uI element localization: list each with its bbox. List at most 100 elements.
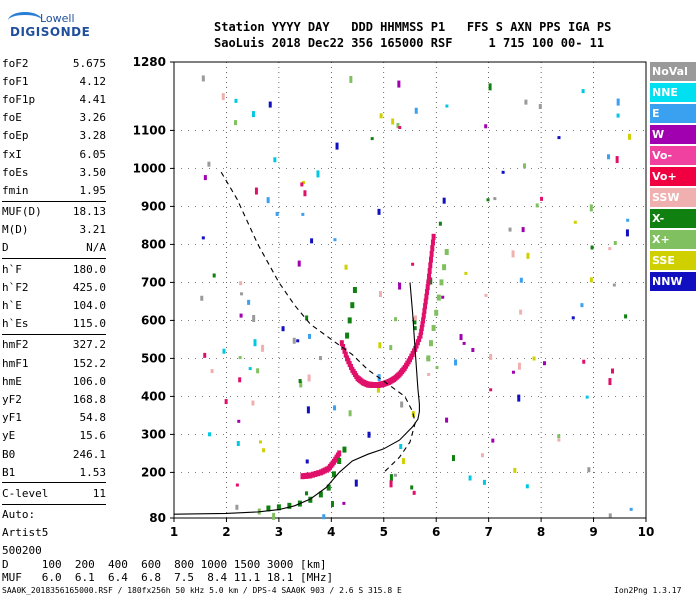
trace-point (422, 307, 427, 314)
trace-point (419, 328, 424, 335)
noise-echo (305, 315, 309, 321)
noise-echo (322, 514, 326, 520)
param-row: hmF1 152.2 (2, 354, 106, 372)
x-tick-label: 3 (275, 525, 283, 539)
param-label: yF2 (2, 392, 22, 406)
param-label: hmF1 (2, 356, 29, 370)
noise-echo (203, 175, 207, 181)
param-row: B0 246.1 (2, 445, 106, 463)
noise-echo (254, 187, 258, 195)
trace-point (415, 339, 420, 346)
noise-echo (247, 299, 251, 305)
param-row: foEp 3.28 (2, 127, 106, 145)
noise-echo (571, 316, 575, 320)
y-tick-label: 700 (141, 275, 166, 289)
noise-echo (376, 386, 380, 393)
noise-echo (335, 142, 339, 150)
param-row: M(D) 3.21 (2, 221, 106, 239)
noise-echo (342, 501, 346, 505)
noise-echo (240, 292, 244, 296)
legend-item: X+ (650, 230, 696, 249)
noise-echo (589, 204, 593, 212)
noise-echo (573, 220, 577, 224)
noise-echo (252, 315, 256, 323)
noise-echo (333, 405, 337, 411)
param-row: h`E 104.0 (2, 296, 106, 314)
noise-echo (517, 394, 521, 402)
noise-echo (333, 238, 337, 242)
noise-echo (493, 197, 497, 201)
noise-echo (511, 250, 515, 258)
noise-echo (306, 406, 310, 414)
param-row: hmF2 327.2 (2, 336, 106, 354)
noise-echo (394, 317, 398, 322)
noise-echo (454, 359, 458, 366)
trace-point (342, 446, 347, 453)
trace-point (276, 504, 281, 511)
y-tick-label: 1280 (133, 55, 166, 69)
param-value: 4.41 (79, 92, 107, 106)
x-tick-label: 4 (327, 525, 335, 539)
param-label: yE (2, 429, 16, 443)
noise-echo (391, 118, 395, 125)
noise-echo (262, 448, 266, 453)
param-label: h`Es (2, 317, 29, 331)
parameter-panel: foF2 5.675 foF1 4.12 foF1p 4.41 foE 3.26 foEp 3.2… (2, 54, 106, 560)
logo-line2: DIGISONDE (10, 25, 91, 39)
param-row: B1 1.53 (2, 463, 106, 481)
noise-echo (523, 163, 527, 169)
noise-echo (488, 83, 492, 91)
separator (2, 258, 106, 260)
trace-point (421, 317, 426, 324)
noise-echo (484, 293, 488, 297)
noise-echo (608, 513, 612, 518)
legend-item: SSW (650, 188, 696, 207)
trace-point (421, 312, 426, 319)
separator (2, 200, 106, 202)
x-tick-label: 8 (537, 525, 545, 539)
noise-echo (298, 379, 302, 384)
noise-echo (521, 227, 525, 233)
noise-echo (590, 245, 594, 250)
noise-echo (200, 295, 204, 301)
noise-echo (248, 367, 252, 371)
noise-echo (308, 333, 312, 339)
param-label: foF1p (2, 92, 36, 106)
noise-echo (261, 344, 265, 352)
noise-echo (451, 455, 455, 462)
trace-point (343, 351, 348, 358)
trace-point (436, 294, 441, 301)
noise-echo (256, 368, 260, 374)
param-value: 3.28 (79, 129, 107, 143)
param-label: hmF2 (2, 338, 29, 352)
noise-echo (557, 438, 561, 442)
param-label: h`F2 (2, 280, 29, 294)
noise-echo (208, 432, 212, 437)
param-value: 1.53 (79, 465, 107, 479)
noise-echo (235, 504, 239, 510)
trace-point (318, 491, 323, 498)
trace-point (423, 298, 428, 305)
noise-echo (459, 334, 463, 341)
noise-echo (616, 113, 620, 118)
trace-point (439, 279, 444, 286)
noise-echo (401, 458, 405, 465)
param-row: yF2 168.8 (2, 390, 106, 408)
trace-point (431, 233, 436, 240)
param-label: foEp (2, 129, 29, 143)
y-tick-label: 200 (141, 465, 166, 479)
trace-point (414, 342, 419, 349)
param-value: 4.12 (79, 74, 107, 88)
param-row: foE 3.26 (2, 109, 106, 127)
noise-echo (348, 410, 352, 417)
noise-echo (412, 490, 416, 495)
y-tick-label: 1000 (133, 161, 166, 175)
y-tick-label: 1100 (133, 123, 166, 137)
noise-echo (301, 212, 305, 216)
param-value: 104.0 (72, 299, 106, 313)
noise-echo (581, 89, 585, 94)
param-value: 115.0 (72, 317, 106, 331)
param-row: h`F2 425.0 (2, 278, 106, 296)
param-label: D (2, 241, 9, 255)
param-label: fxI (2, 147, 22, 161)
